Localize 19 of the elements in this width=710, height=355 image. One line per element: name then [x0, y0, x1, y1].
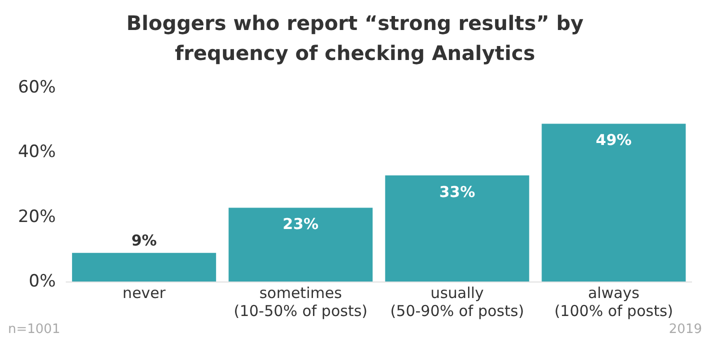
text: 2019: [668, 322, 702, 337]
data-label: 49%: [596, 131, 632, 150]
bar: [228, 208, 373, 282]
data-label: 9%: [131, 231, 157, 250]
bar: [385, 175, 530, 282]
x-tick-label: sometimes (10-50% of posts): [234, 284, 368, 320]
x-tick-label: never: [122, 284, 166, 302]
bar: [542, 124, 686, 282]
x-tick-label: usually (50-90% of posts): [390, 284, 524, 320]
y-tick-label: 40%: [18, 142, 56, 162]
x-tick-label: always (100% of posts): [554, 284, 674, 320]
chart-title: Bloggers who report “strong results” by frequency of checking Analytics: [125, 10, 585, 67]
text: n=1001: [8, 322, 60, 337]
data-label: 33%: [439, 182, 476, 201]
bar: [72, 252, 216, 282]
data-label: 23%: [282, 215, 319, 234]
y-tick-label: 0%: [28, 271, 56, 292]
y-tick-label: 20%: [18, 206, 56, 227]
y-tick-label: 60%: [18, 78, 56, 98]
